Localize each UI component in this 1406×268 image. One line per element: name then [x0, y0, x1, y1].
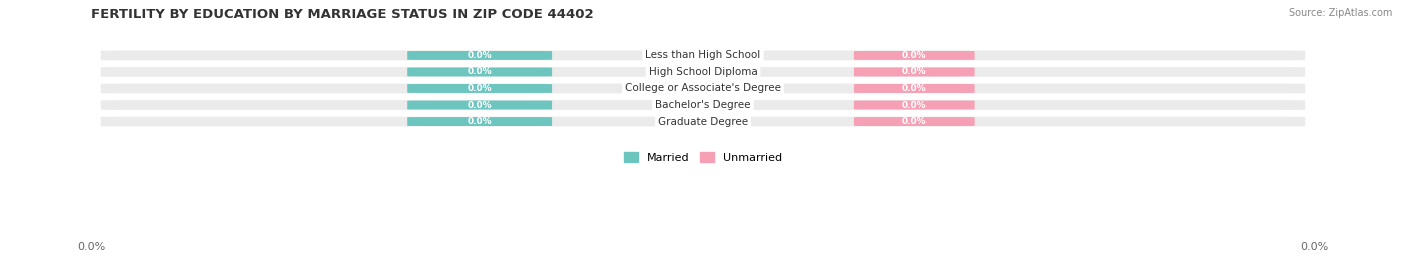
Text: Graduate Degree: Graduate Degree [658, 117, 748, 126]
FancyBboxPatch shape [408, 51, 553, 60]
Text: 0.0%: 0.0% [903, 100, 927, 110]
Text: 0.0%: 0.0% [903, 84, 927, 93]
Text: 0.0%: 0.0% [467, 51, 492, 60]
FancyBboxPatch shape [853, 117, 974, 126]
Text: College or Associate's Degree: College or Associate's Degree [626, 84, 780, 94]
Text: FERTILITY BY EDUCATION BY MARRIAGE STATUS IN ZIP CODE 44402: FERTILITY BY EDUCATION BY MARRIAGE STATU… [91, 8, 593, 21]
Text: 0.0%: 0.0% [1301, 242, 1329, 252]
Text: 0.0%: 0.0% [903, 51, 927, 60]
Text: 0.0%: 0.0% [903, 68, 927, 76]
FancyBboxPatch shape [408, 117, 553, 126]
Text: 0.0%: 0.0% [77, 242, 105, 252]
FancyBboxPatch shape [853, 68, 974, 76]
FancyBboxPatch shape [100, 115, 1306, 128]
Text: 0.0%: 0.0% [467, 117, 492, 126]
FancyBboxPatch shape [853, 100, 974, 109]
FancyBboxPatch shape [100, 66, 1306, 78]
FancyBboxPatch shape [408, 68, 553, 76]
FancyBboxPatch shape [408, 84, 553, 93]
FancyBboxPatch shape [853, 84, 974, 93]
Text: Bachelor's Degree: Bachelor's Degree [655, 100, 751, 110]
FancyBboxPatch shape [100, 99, 1306, 111]
Text: 0.0%: 0.0% [467, 68, 492, 76]
FancyBboxPatch shape [100, 82, 1306, 95]
FancyBboxPatch shape [100, 49, 1306, 62]
Text: 0.0%: 0.0% [903, 117, 927, 126]
Text: Source: ZipAtlas.com: Source: ZipAtlas.com [1288, 8, 1392, 18]
FancyBboxPatch shape [408, 100, 553, 109]
Text: Less than High School: Less than High School [645, 50, 761, 60]
Legend: Married, Unmarried: Married, Unmarried [620, 148, 786, 167]
Text: 0.0%: 0.0% [467, 100, 492, 110]
FancyBboxPatch shape [853, 51, 974, 60]
Text: High School Diploma: High School Diploma [648, 67, 758, 77]
Text: 0.0%: 0.0% [467, 84, 492, 93]
